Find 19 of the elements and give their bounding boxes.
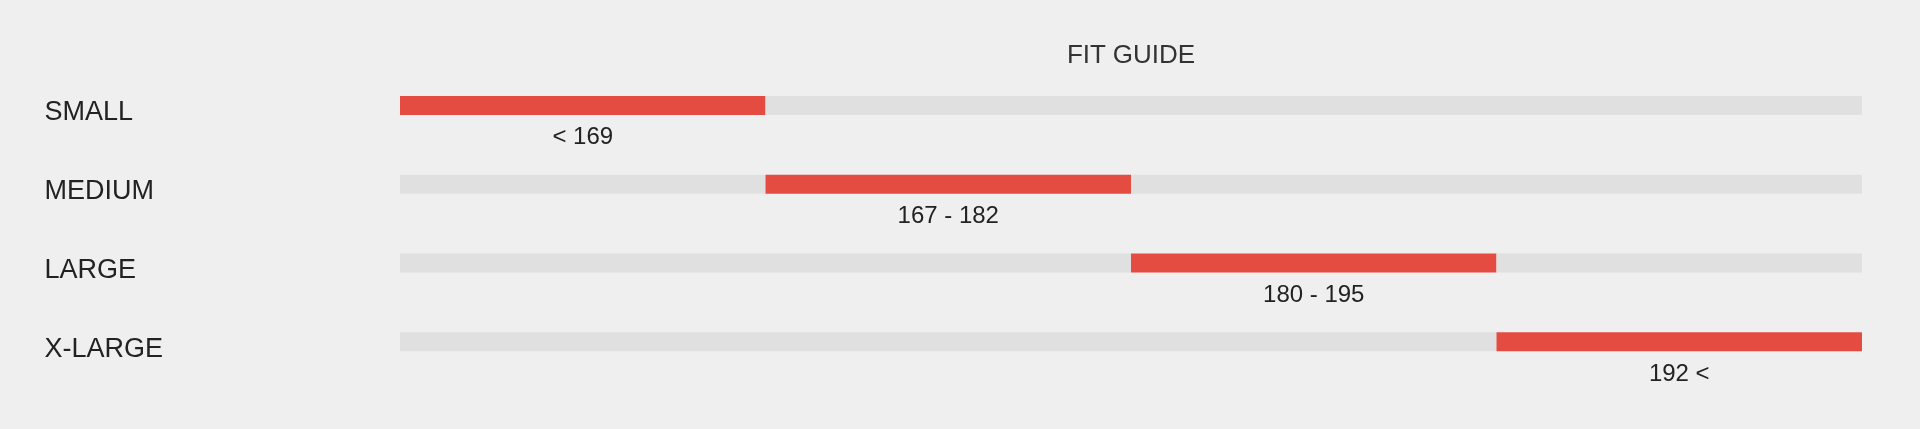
chart-title: FIT GUIDE (1066, 39, 1196, 69)
bar (1131, 174, 1862, 194)
annotation: < 169 (552, 122, 614, 150)
y-tick-label: X-LARGE (44, 332, 164, 363)
y-tick-label: LARGE (44, 253, 137, 284)
bar (400, 332, 1497, 352)
bar (765, 174, 1131, 194)
bar (400, 253, 1131, 273)
annotation: 192 < (1648, 358, 1710, 386)
bar (1496, 332, 1862, 352)
annotation: 167 - 182 (897, 201, 999, 229)
y-tick-label: SMALL (44, 96, 134, 127)
bar (765, 95, 1862, 115)
bar (400, 174, 766, 194)
annotation: 180 - 195 (1263, 279, 1365, 307)
y-tick-label: MEDIUM (44, 175, 154, 206)
bar (400, 95, 766, 115)
bar (1496, 253, 1862, 273)
bar (1131, 253, 1497, 273)
